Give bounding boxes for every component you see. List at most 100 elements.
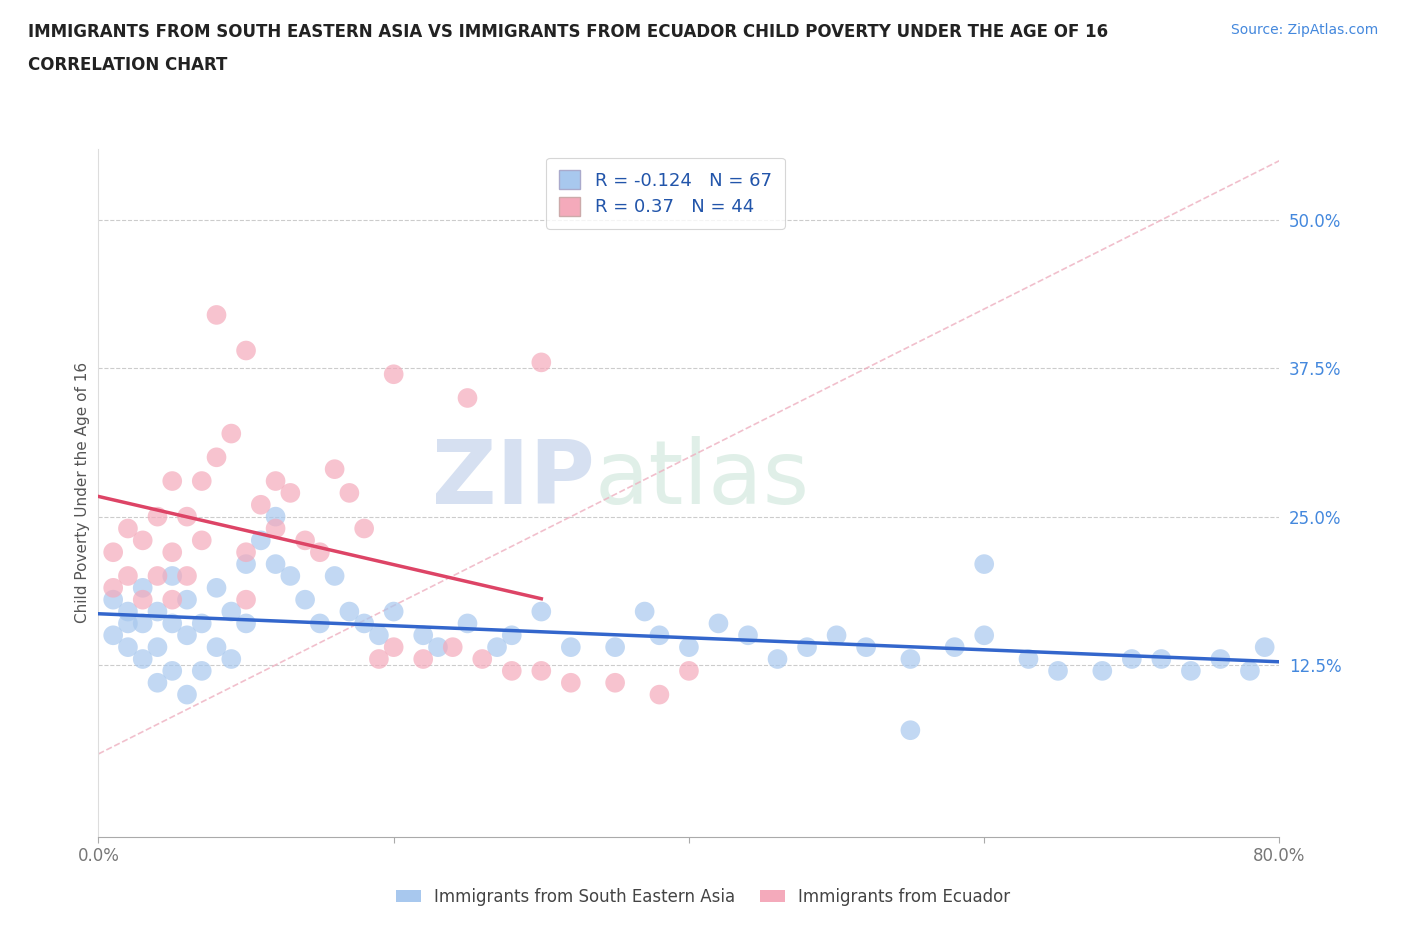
- Point: [471, 652, 494, 667]
- Point: [191, 533, 214, 548]
- Point: [737, 628, 759, 643]
- Point: [264, 473, 287, 488]
- Point: [973, 557, 995, 572]
- Point: [1254, 640, 1277, 655]
- Point: [146, 568, 169, 583]
- Point: [176, 592, 198, 607]
- Point: [176, 568, 198, 583]
- Point: [1209, 652, 1232, 667]
- Point: [176, 628, 198, 643]
- Point: [1017, 652, 1039, 667]
- Text: atlas: atlas: [595, 435, 810, 523]
- Point: [103, 592, 125, 607]
- Point: [219, 604, 242, 619]
- Point: [191, 663, 214, 678]
- Point: [162, 663, 183, 678]
- Point: [235, 592, 257, 607]
- Point: [162, 473, 183, 488]
- Point: [441, 640, 464, 655]
- Point: [235, 545, 257, 560]
- Point: [678, 640, 700, 655]
- Point: [900, 723, 922, 737]
- Point: [205, 640, 228, 655]
- Point: [382, 640, 405, 655]
- Point: [103, 545, 125, 560]
- Point: [117, 640, 139, 655]
- Point: [103, 580, 125, 595]
- Text: Source: ZipAtlas.com: Source: ZipAtlas.com: [1230, 23, 1378, 37]
- Text: IMMIGRANTS FROM SOUTH EASTERN ASIA VS IMMIGRANTS FROM ECUADOR CHILD POVERTY UNDE: IMMIGRANTS FROM SOUTH EASTERN ASIA VS IM…: [28, 23, 1108, 41]
- Point: [235, 343, 257, 358]
- Point: [530, 355, 553, 370]
- Y-axis label: Child Poverty Under the Age of 16: Child Poverty Under the Age of 16: [75, 363, 90, 623]
- Point: [235, 557, 257, 572]
- Point: [205, 580, 228, 595]
- Point: [339, 604, 360, 619]
- Point: [132, 592, 155, 607]
- Point: [323, 461, 346, 476]
- Point: [117, 568, 139, 583]
- Point: [146, 510, 169, 525]
- Point: [456, 616, 478, 631]
- Point: [1046, 663, 1069, 678]
- Point: [412, 652, 434, 667]
- Point: [633, 604, 655, 619]
- Point: [264, 521, 287, 536]
- Text: CORRELATION CHART: CORRELATION CHART: [28, 56, 228, 73]
- Point: [368, 628, 391, 643]
- Point: [339, 485, 360, 500]
- Point: [309, 616, 332, 631]
- Point: [132, 533, 155, 548]
- Point: [146, 604, 169, 619]
- Point: [678, 663, 700, 678]
- Point: [205, 308, 228, 323]
- Point: [117, 604, 139, 619]
- Point: [162, 592, 183, 607]
- Point: [766, 652, 789, 667]
- Point: [796, 640, 818, 655]
- Point: [235, 616, 257, 631]
- Point: [146, 640, 169, 655]
- Point: [605, 675, 627, 690]
- Point: [323, 568, 346, 583]
- Point: [382, 366, 405, 381]
- Point: [132, 580, 155, 595]
- Point: [605, 640, 627, 655]
- Point: [191, 473, 214, 488]
- Point: [219, 652, 242, 667]
- Point: [1239, 663, 1261, 678]
- Point: [250, 498, 273, 512]
- Point: [560, 640, 582, 655]
- Point: [1180, 663, 1202, 678]
- Point: [427, 640, 450, 655]
- Point: [412, 628, 434, 643]
- Point: [456, 391, 478, 405]
- Point: [278, 485, 302, 500]
- Point: [264, 510, 287, 525]
- Point: [382, 604, 405, 619]
- Point: [900, 652, 922, 667]
- Point: [943, 640, 966, 655]
- Point: [973, 628, 995, 643]
- Point: [501, 628, 523, 643]
- Point: [176, 510, 198, 525]
- Text: ZIP: ZIP: [432, 435, 595, 523]
- Point: [353, 521, 375, 536]
- Point: [486, 640, 509, 655]
- Point: [648, 687, 671, 702]
- Point: [825, 628, 848, 643]
- Point: [530, 663, 553, 678]
- Point: [162, 545, 183, 560]
- Point: [294, 592, 316, 607]
- Legend: Immigrants from South Eastern Asia, Immigrants from Ecuador: Immigrants from South Eastern Asia, Immi…: [389, 881, 1017, 912]
- Point: [309, 545, 332, 560]
- Point: [1091, 663, 1114, 678]
- Point: [176, 687, 198, 702]
- Point: [117, 616, 139, 631]
- Point: [368, 652, 391, 667]
- Point: [1121, 652, 1143, 667]
- Point: [191, 616, 214, 631]
- Point: [294, 533, 316, 548]
- Point: [162, 568, 183, 583]
- Legend: R = -0.124   N = 67, R = 0.37   N = 44: R = -0.124 N = 67, R = 0.37 N = 44: [546, 158, 785, 229]
